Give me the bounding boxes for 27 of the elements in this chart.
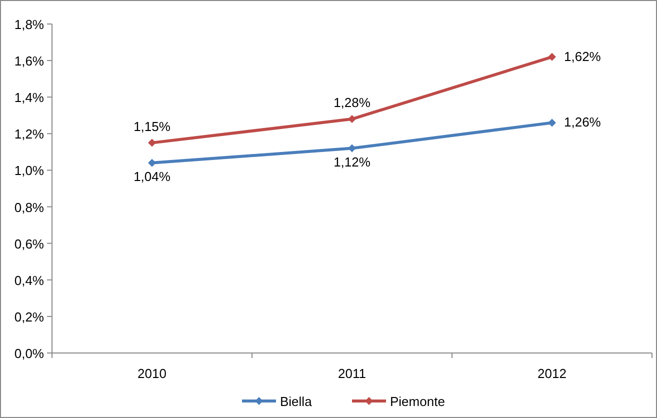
legend-label: Biella — [280, 394, 313, 409]
y-tick-label: 1,6% — [14, 54, 44, 69]
point — [548, 118, 556, 127]
point — [348, 144, 356, 152]
y-tick-label: 0,0% — [14, 346, 44, 361]
data-label: 1,12% — [334, 154, 371, 170]
y-tick-label: 1,0% — [14, 163, 44, 178]
y-tick-label: 0,2% — [14, 309, 44, 324]
legend-label: Piemonte — [390, 394, 445, 409]
data-label: 1,15% — [134, 118, 171, 134]
point — [148, 138, 156, 147]
y-tick-label: 0,8% — [14, 200, 44, 215]
data-label: 1,62% — [564, 48, 602, 64]
x-tick-label: 2010 — [138, 366, 166, 381]
point — [148, 158, 156, 167]
x-tick-label: 2012 — [538, 366, 566, 381]
y-tick-label: 1,4% — [14, 90, 44, 106]
y-tick-label: 1,8% — [14, 17, 44, 32]
point — [348, 115, 356, 124]
data-label: 1,04% — [134, 168, 171, 184]
x-tick-label: 2011 — [338, 366, 366, 381]
data-label: 1,28% — [334, 95, 371, 110]
y-tick-label: 0,4% — [14, 272, 44, 288]
point — [548, 52, 556, 61]
y-tick-label: 1,2% — [14, 126, 44, 142]
data-label: 1,26% — [564, 114, 602, 130]
y-tick-label: 0,6% — [14, 236, 44, 252]
